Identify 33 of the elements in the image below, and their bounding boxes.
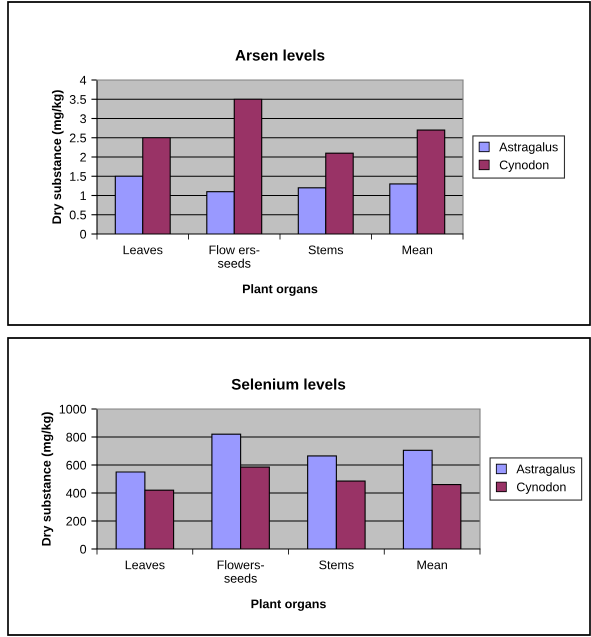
y-tick-label: 0 — [80, 544, 86, 554]
x-tick-label: Leaves — [126, 560, 165, 570]
y-tick-label: 2.5 — [70, 134, 86, 142]
x-tick-label: Stems — [319, 560, 354, 570]
x-tick-label: Mean — [418, 560, 447, 570]
y-tick-label: 400 — [66, 488, 86, 498]
x-tick-label: Flow ers- seeds — [210, 245, 260, 268]
y-tick-label: 800 — [66, 432, 86, 442]
y-tick-label: 0 — [80, 230, 86, 239]
y-tick-label: 2 — [80, 152, 86, 162]
y-tick-label: 3 — [80, 114, 86, 124]
y-tick-label: 4 — [80, 76, 86, 85]
x-axis-title: Plant organs — [242, 284, 318, 296]
y-tick-label: 1000 — [60, 404, 86, 414]
legend-label: Cynodon — [500, 160, 548, 172]
legend-label: Cynodon — [516, 482, 566, 494]
legend-label: Astragalus — [516, 464, 575, 476]
y-tick-label: 3.5 — [70, 95, 86, 104]
y-axis-title: Dry substance (mg/kg) — [52, 90, 64, 224]
chart-title: Arsen levels — [235, 49, 324, 61]
x-tick-label: Stems — [308, 245, 344, 254]
x-tick-label: Mean — [402, 246, 432, 254]
y-tick-label: 1 — [80, 191, 86, 200]
y-tick-label: 1.5 — [70, 172, 86, 181]
chart-title: Selenium levels — [232, 378, 346, 390]
x-tick-label: Flowers- seeds — [218, 560, 264, 583]
x-axis-title: Plant organs — [251, 599, 326, 611]
x-tick-label: Leaves — [124, 246, 162, 254]
y-tick-label: 200 — [66, 516, 86, 526]
y-axis-title: Dry substance (mg/kg) — [42, 412, 54, 546]
y-tick-label: 600 — [66, 460, 86, 470]
y-tick-label: 0.5 — [70, 210, 86, 220]
legend-label: Astragalus — [499, 142, 558, 154]
